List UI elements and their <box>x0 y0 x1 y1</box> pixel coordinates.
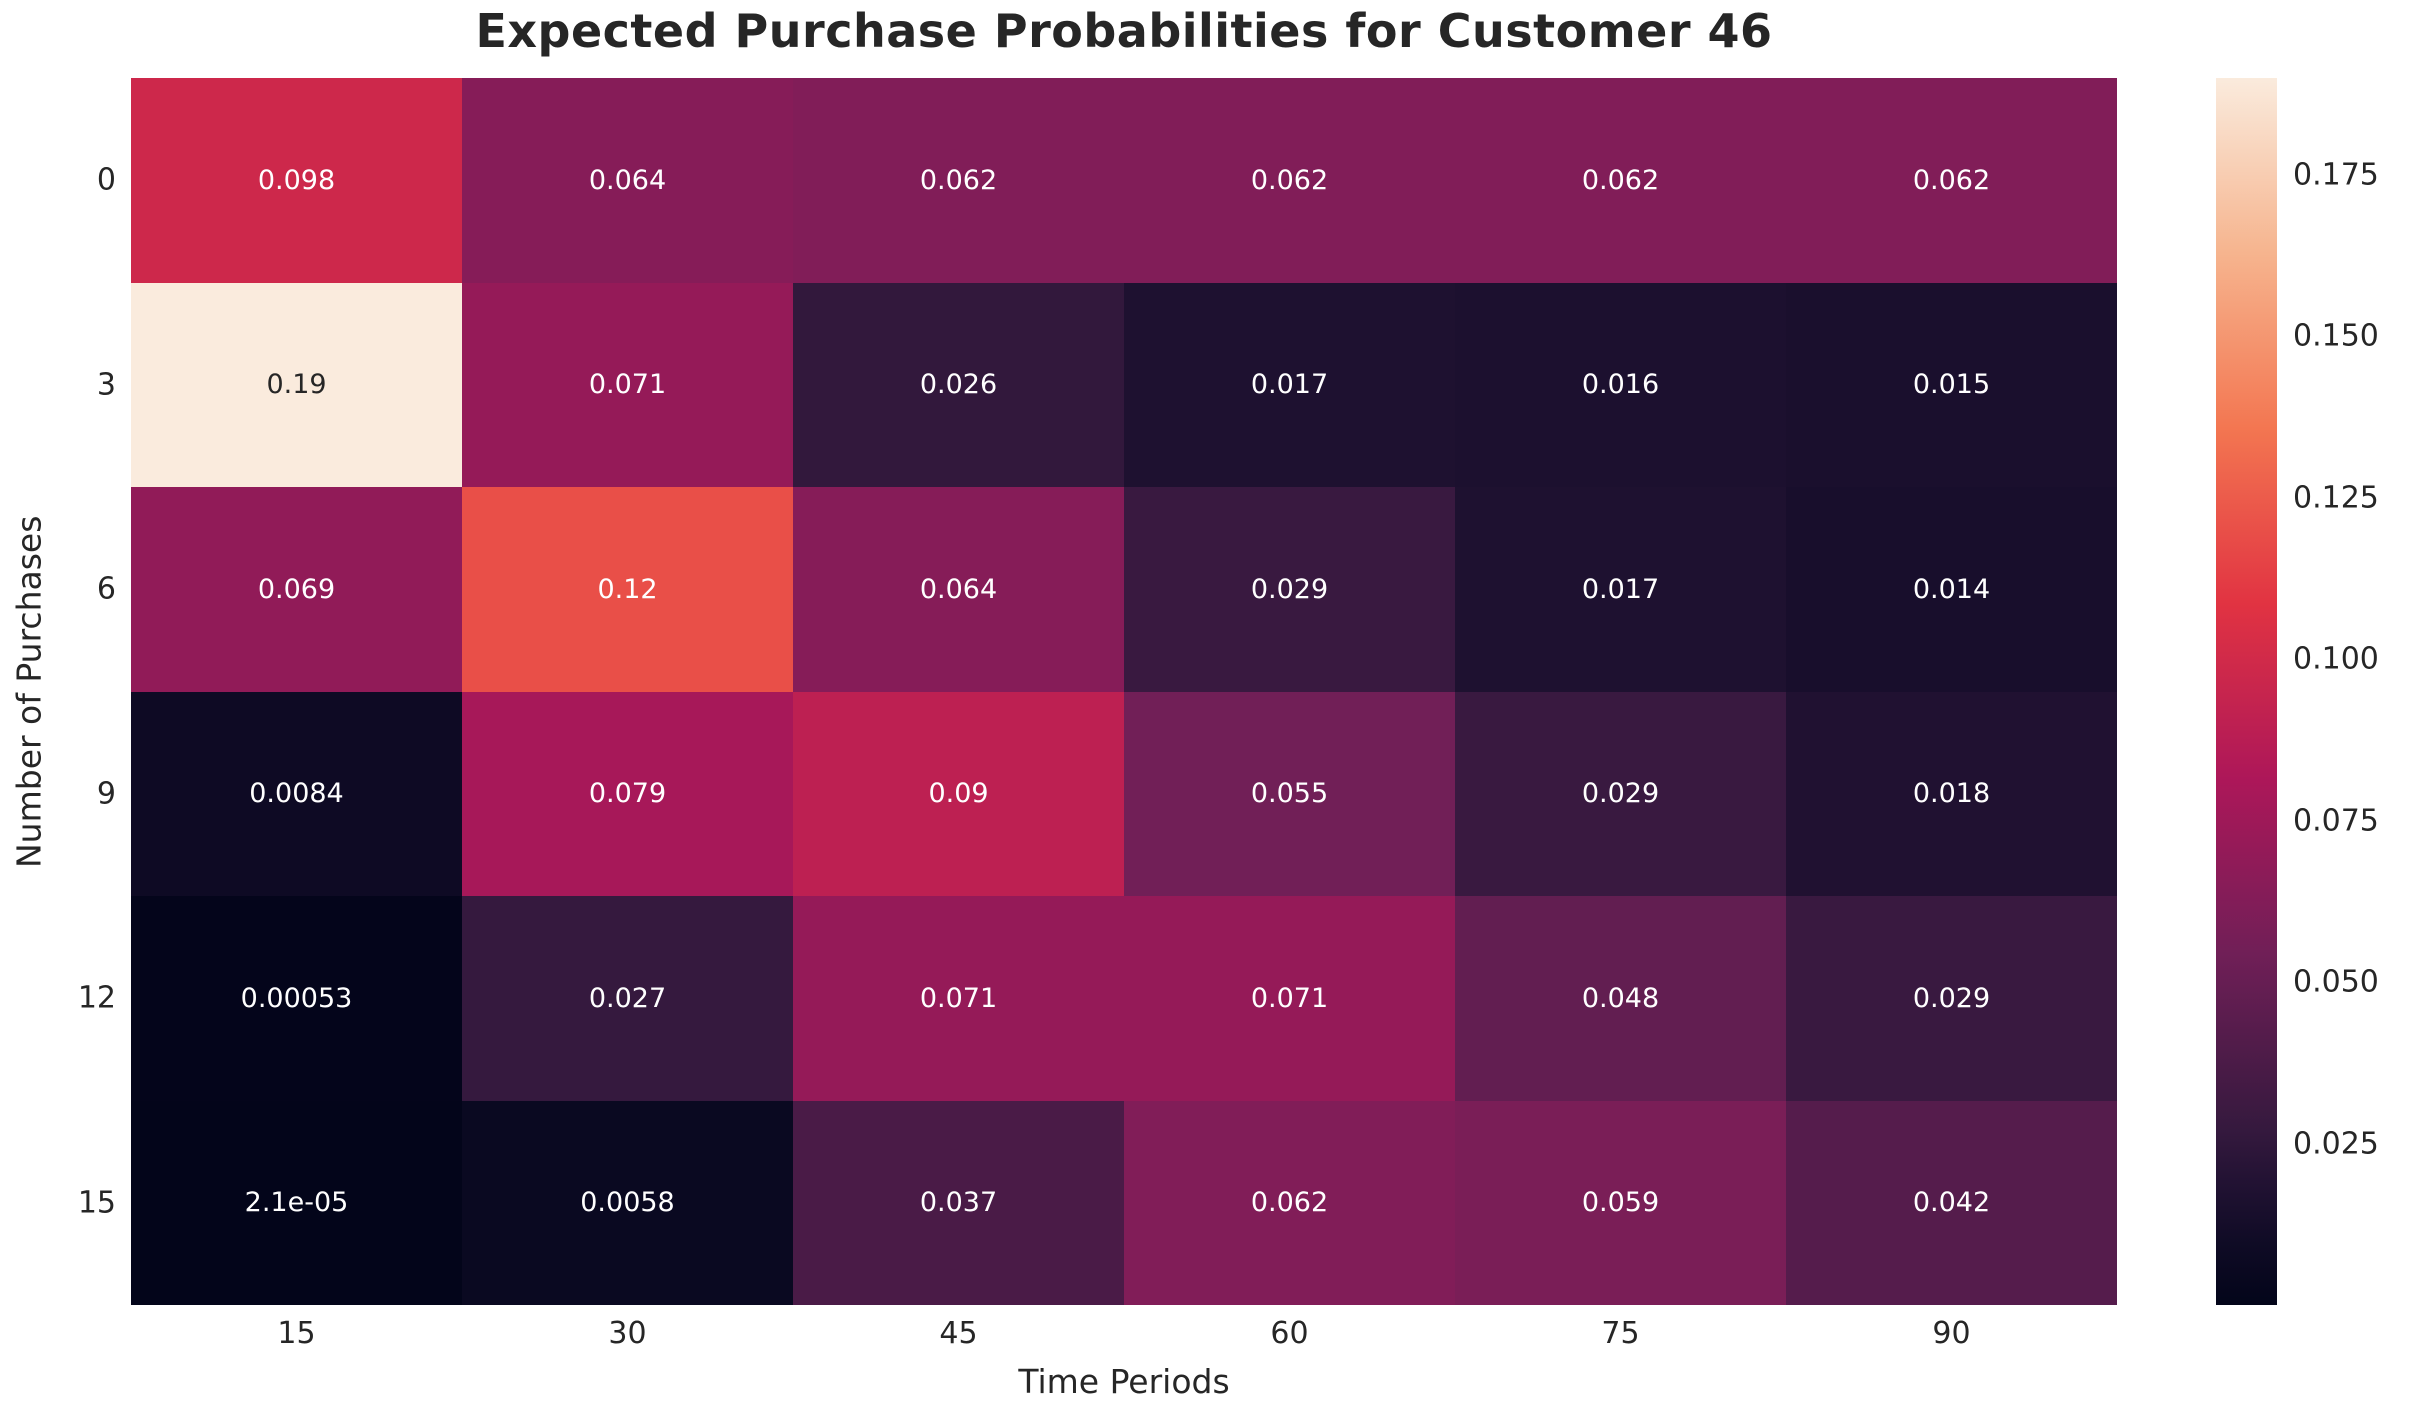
x-tick-label: 60 <box>1270 1316 1309 1351</box>
heatmap-cell: 0.014 <box>1786 487 2117 692</box>
heatmap-cell: 0.069 <box>131 487 462 692</box>
heatmap-cell: 0.071 <box>793 896 1124 1101</box>
heatmap-cell: 0.062 <box>793 78 1124 283</box>
cell-value-label: 0.079 <box>588 778 667 810</box>
cell-value-label: 0.09 <box>928 778 989 810</box>
cell-value-label: 0.015 <box>1912 369 1991 401</box>
cell-value-label: 0.062 <box>919 164 998 196</box>
cell-value-label: 0.064 <box>919 573 998 605</box>
heatmap-cell: 0.079 <box>462 691 793 896</box>
heatmap-cell: 0.042 <box>1786 1100 2117 1305</box>
heatmap-cell: 0.018 <box>1786 691 2117 896</box>
cell-value-label: 0.071 <box>1250 982 1329 1014</box>
heatmap-cell: 0.09 <box>793 691 1124 896</box>
heatmap-cell: 0.064 <box>793 487 1124 692</box>
cell-value-label: 0.059 <box>1581 1187 1660 1219</box>
cell-value-label: 2.1e-05 <box>244 1187 349 1219</box>
cell-value-label: 0.12 <box>597 573 658 605</box>
cell-value-label: 0.018 <box>1912 778 1991 810</box>
colorbar-tick-label: 0.050 <box>2293 964 2379 1000</box>
cell-value-label: 0.0058 <box>580 1187 675 1219</box>
y-tick-label: 6 <box>96 571 116 607</box>
y-tick-label: 12 <box>77 980 116 1016</box>
colorbar-tick-label: 0.025 <box>2293 1126 2379 1162</box>
heatmap-cell: 0.19 <box>131 282 462 487</box>
y-axis-label: Number of Purchases <box>9 515 49 868</box>
colorbar-tick-label: 0.125 <box>2293 480 2379 516</box>
heatmap-cell: 0.016 <box>1455 282 1786 487</box>
cell-value-label: 0.19 <box>266 369 327 401</box>
cell-value-label: 0.048 <box>1581 982 1660 1014</box>
colorbar-tick-label: 0.075 <box>2293 803 2379 839</box>
colorbar-tick-label: 0.100 <box>2293 641 2379 677</box>
cell-value-label: 0.0084 <box>249 778 344 810</box>
cell-value-label: 0.029 <box>1250 573 1329 605</box>
cell-value-label: 0.029 <box>1912 982 1991 1014</box>
colorbar <box>2216 78 2277 1305</box>
heatmap-cell: 0.071 <box>462 282 793 487</box>
heatmap-cell: 0.071 <box>1124 896 1455 1101</box>
heatmap-cell: 0.00053 <box>131 896 462 1101</box>
cell-value-label: 0.062 <box>1250 164 1329 196</box>
heatmap-cell: 0.017 <box>1124 282 1455 487</box>
heatmap-cell: 0.059 <box>1455 1100 1786 1305</box>
cell-value-label: 0.062 <box>1581 164 1660 196</box>
cell-value-label: 0.062 <box>1912 164 1991 196</box>
heatmap-cell: 0.064 <box>462 78 793 283</box>
cell-value-label: 0.042 <box>1912 1187 1991 1219</box>
y-tick-label: 9 <box>96 776 116 812</box>
cell-value-label: 0.00053 <box>240 982 353 1014</box>
cell-value-label: 0.071 <box>919 982 998 1014</box>
cell-value-label: 0.017 <box>1250 369 1329 401</box>
y-tick-label: 0 <box>96 162 116 198</box>
x-axis-label: Time Periods <box>1018 1362 1230 1401</box>
cell-value-label: 0.062 <box>1250 1187 1329 1219</box>
cell-value-label: 0.027 <box>588 982 667 1014</box>
cell-value-label: 0.064 <box>588 164 667 196</box>
cell-value-label: 0.071 <box>588 369 667 401</box>
heatmap-cell: 0.029 <box>1124 487 1455 692</box>
heatmap-cell: 0.062 <box>1786 78 2117 283</box>
heatmap-cell: 0.062 <box>1124 1100 1455 1305</box>
heatmap-cell: 0.12 <box>462 487 793 692</box>
colorbar-tick-label: 0.175 <box>2293 157 2379 193</box>
heatmap-cell: 0.027 <box>462 896 793 1101</box>
heatmap-cell: 2.1e-05 <box>131 1100 462 1305</box>
cell-value-label: 0.055 <box>1250 778 1329 810</box>
heatmap-cell: 0.0058 <box>462 1100 793 1305</box>
cell-value-label: 0.029 <box>1581 778 1660 810</box>
heatmap-cell: 0.0084 <box>131 691 462 896</box>
cell-value-label: 0.026 <box>919 369 998 401</box>
x-tick-label: 75 <box>1601 1316 1640 1351</box>
heatmap-cell: 0.037 <box>793 1100 1124 1305</box>
x-tick-label: 90 <box>1932 1316 1971 1351</box>
cell-value-label: 0.037 <box>919 1187 998 1219</box>
cell-value-label: 0.014 <box>1912 573 1991 605</box>
cell-value-label: 0.016 <box>1581 369 1660 401</box>
heatmap-cell: 0.029 <box>1455 691 1786 896</box>
heatmap-cell: 0.015 <box>1786 282 2117 487</box>
cell-value-label: 0.017 <box>1581 573 1660 605</box>
heatmap-cell: 0.017 <box>1455 487 1786 692</box>
x-tick-label: 45 <box>939 1316 978 1351</box>
heatmap-cell: 0.055 <box>1124 691 1455 896</box>
x-tick-label: 15 <box>277 1316 316 1351</box>
chart-title: Expected Purchase Probabilities for Cust… <box>475 4 1773 58</box>
heatmap-cell: 0.098 <box>131 78 462 283</box>
heatmap-grid: 0.098 0.064 0.062 0.062 0.062 0.062 0.19 0.071 0… <box>131 78 2117 1305</box>
y-tick-label: 15 <box>77 1185 116 1221</box>
heatmap-cell: 0.062 <box>1124 78 1455 283</box>
heatmap-cell: 0.062 <box>1455 78 1786 283</box>
cell-value-label: 0.098 <box>257 164 336 196</box>
heatmap-cell: 0.048 <box>1455 896 1786 1101</box>
cell-value-label: 0.069 <box>257 573 336 605</box>
colorbar-tick-label: 0.150 <box>2293 318 2379 354</box>
y-tick-label: 3 <box>96 367 116 403</box>
heatmap-cell: 0.029 <box>1786 896 2117 1101</box>
x-tick-label: 30 <box>608 1316 647 1351</box>
heatmap-cell: 0.026 <box>793 282 1124 487</box>
